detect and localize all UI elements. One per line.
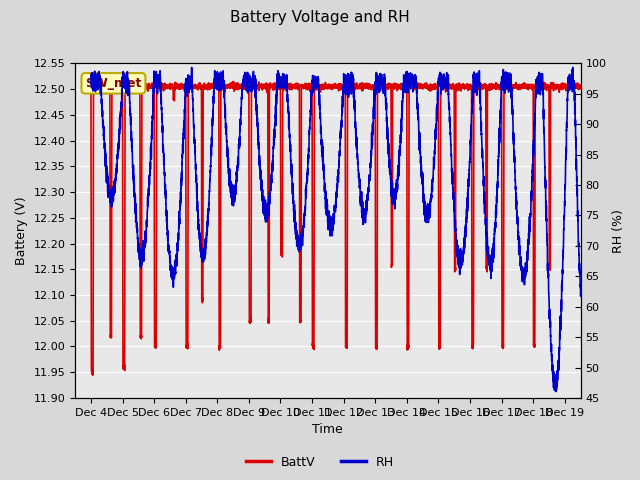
Text: Battery Voltage and RH: Battery Voltage and RH	[230, 10, 410, 24]
Text: SW_met: SW_met	[85, 77, 141, 90]
BattV	[87, 84, 95, 90]
RH	[482, 229, 490, 235]
RH	[362, 211, 370, 216]
RH	[593, 72, 600, 78]
BattV	[89, 372, 97, 378]
Y-axis label: Battery (V): Battery (V)	[15, 196, 28, 265]
BattV	[130, 78, 138, 84]
Line: BattV: BattV	[91, 81, 596, 375]
Y-axis label: RH (%): RH (%)	[612, 209, 625, 252]
RH	[192, 161, 200, 167]
RH	[389, 201, 397, 207]
RH	[520, 277, 527, 283]
RH	[87, 81, 95, 86]
BattV	[362, 81, 370, 86]
RH	[552, 389, 560, 395]
X-axis label: Time: Time	[312, 423, 343, 436]
BattV	[483, 265, 490, 271]
RH	[507, 78, 515, 84]
Line: RH: RH	[91, 68, 596, 392]
BattV	[192, 85, 200, 91]
BattV	[390, 83, 397, 88]
BattV	[507, 86, 515, 92]
BattV	[520, 84, 528, 90]
Legend: BattV, RH: BattV, RH	[241, 451, 399, 474]
RH	[569, 65, 577, 71]
BattV	[593, 84, 600, 89]
